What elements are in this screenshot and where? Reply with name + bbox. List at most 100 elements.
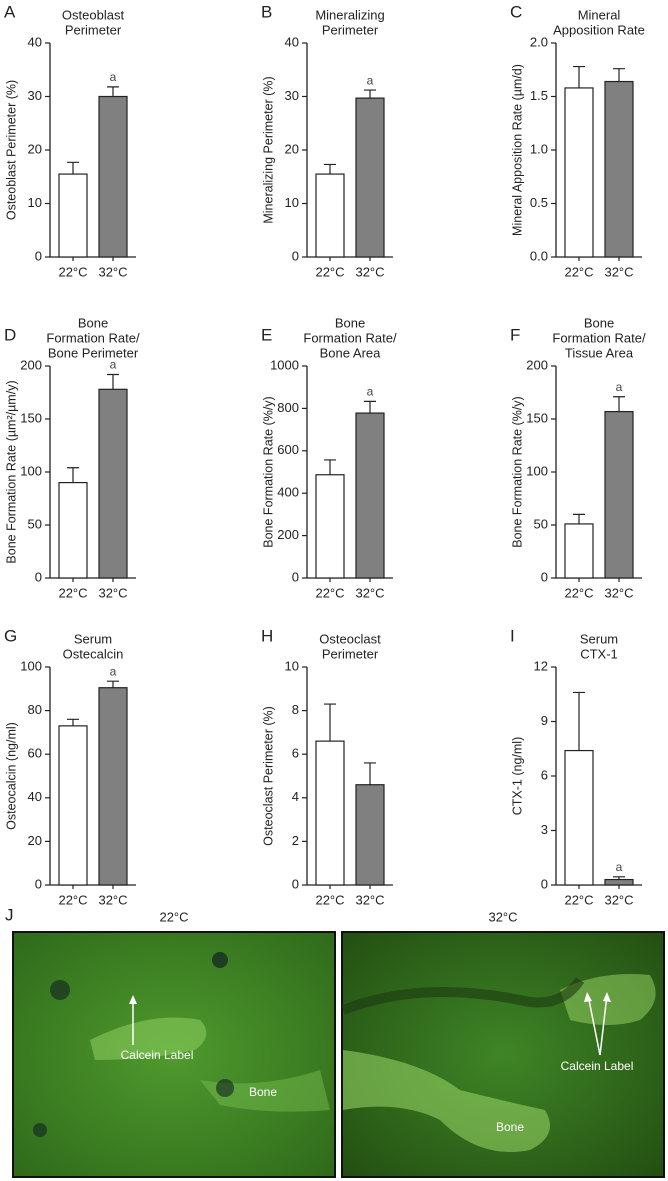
y-tick-label: 200 (526, 357, 548, 372)
significance-label: a (367, 385, 374, 399)
image-annotation: Calcein Label (121, 1048, 194, 1062)
y-tick-label: 0 (292, 876, 299, 891)
image-annotation: Calcein Label (561, 1059, 634, 1073)
error-bar (613, 68, 625, 82)
y-tick-label: 20 (28, 833, 42, 848)
y-tick-label: 50 (28, 516, 42, 531)
chart-title: Perimeter (322, 22, 379, 37)
error-bar (107, 680, 119, 688)
y-tick-label: 6 (292, 746, 299, 761)
y-tick-label: 10 (285, 195, 299, 210)
error-bar (107, 86, 119, 97)
chart-title: Bone (335, 315, 365, 330)
y-tick-label: 0 (35, 248, 42, 263)
x-tick-label: 22°C (58, 892, 87, 907)
bar (58, 482, 88, 579)
significance-label: a (367, 73, 374, 87)
chart-title: Bone (78, 315, 108, 330)
panel-letter: H (261, 626, 273, 645)
y-tick-label: 0 (541, 569, 548, 584)
x-tick-label: 22°C (564, 264, 593, 279)
arrow-head (129, 995, 137, 1004)
arrow (599, 994, 608, 1056)
y-tick-label: 0 (35, 876, 42, 891)
y-axis-label: CTX-1 (ng/ml) (510, 737, 524, 815)
bar (604, 878, 634, 886)
panel-letter: B (261, 2, 272, 21)
y-tick-label: 0.5 (530, 195, 548, 210)
bone-region (90, 1017, 207, 1060)
y-tick-label: 150 (526, 410, 548, 425)
y-tick-label: 30 (28, 88, 42, 103)
x-tick-label: 32°C (355, 585, 384, 600)
image-annotation: Bone (249, 1085, 277, 1099)
chart-title: Bone (584, 315, 614, 330)
bar (355, 784, 385, 886)
chart-title: Osteoblast (62, 7, 125, 22)
significance-label: a (110, 358, 117, 372)
y-tick-label: 0 (541, 876, 548, 891)
y-axis-label: Bone Formation Rate (%/y) (261, 396, 275, 547)
x-tick-label: 22°C (315, 585, 344, 600)
arrow (587, 994, 601, 1056)
chart-title: Perimeter (322, 646, 379, 661)
chart-title: Serum (580, 631, 618, 646)
error-bar (324, 459, 336, 475)
micrograph (12, 931, 336, 1178)
bar (564, 523, 594, 579)
bar (58, 725, 88, 886)
y-tick-label: 0 (292, 248, 299, 263)
bar (355, 412, 385, 579)
x-tick-label: 22°C (58, 585, 87, 600)
bar (355, 97, 385, 258)
y-axis-label: Osteocalcin (ng/ml) (4, 722, 18, 830)
y-tick-label: 100 (20, 658, 42, 673)
error-bar (67, 718, 79, 726)
y-tick-label: 200 (277, 527, 299, 542)
arrow-head (584, 992, 592, 1002)
x-tick-label: 32°C (604, 892, 633, 907)
y-tick-label: 2.0 (530, 34, 548, 49)
panel-letter: J (5, 905, 14, 924)
y-axis-label: Osteoblast Perimeter (%) (4, 80, 18, 220)
image-annotation: Bone (496, 1120, 524, 1134)
y-tick-label: 6 (541, 767, 548, 782)
error-bar (324, 703, 336, 742)
chart-title: Formation Rate/ (303, 330, 397, 345)
error-bar (573, 691, 585, 751)
bar (98, 388, 128, 579)
chart-title: Osteoclast (319, 631, 381, 646)
y-tick-label: 200 (20, 357, 42, 372)
error-bar (324, 163, 336, 175)
chart-title: Perimeter (65, 22, 122, 37)
y-tick-label: 150 (20, 410, 42, 425)
bar (58, 173, 88, 258)
y-tick-label: 600 (277, 442, 299, 457)
y-tick-label: 8 (292, 702, 299, 717)
bone-region (343, 1050, 550, 1152)
error-bar (107, 373, 119, 390)
y-tick-label: 30 (285, 88, 299, 103)
y-tick-label: 20 (285, 141, 299, 156)
error-bar (573, 513, 585, 524)
y-tick-label: 40 (28, 34, 42, 49)
bar (604, 410, 634, 579)
bar (315, 474, 345, 579)
x-tick-label: 22°C (564, 585, 593, 600)
x-tick-label: 22°C (58, 264, 87, 279)
x-tick-label: 32°C (98, 585, 127, 600)
error-bar (364, 89, 376, 99)
panel-letter: A (4, 2, 16, 21)
chart-title: Mineralizing (315, 7, 384, 22)
pore (216, 1079, 234, 1097)
y-tick-label: 40 (28, 789, 42, 804)
y-axis-label: Mineralizing Perimeter (%) (261, 76, 275, 223)
pore (50, 980, 70, 1000)
chart-title: Mineral (578, 7, 621, 22)
x-tick-label: 22°C (315, 264, 344, 279)
